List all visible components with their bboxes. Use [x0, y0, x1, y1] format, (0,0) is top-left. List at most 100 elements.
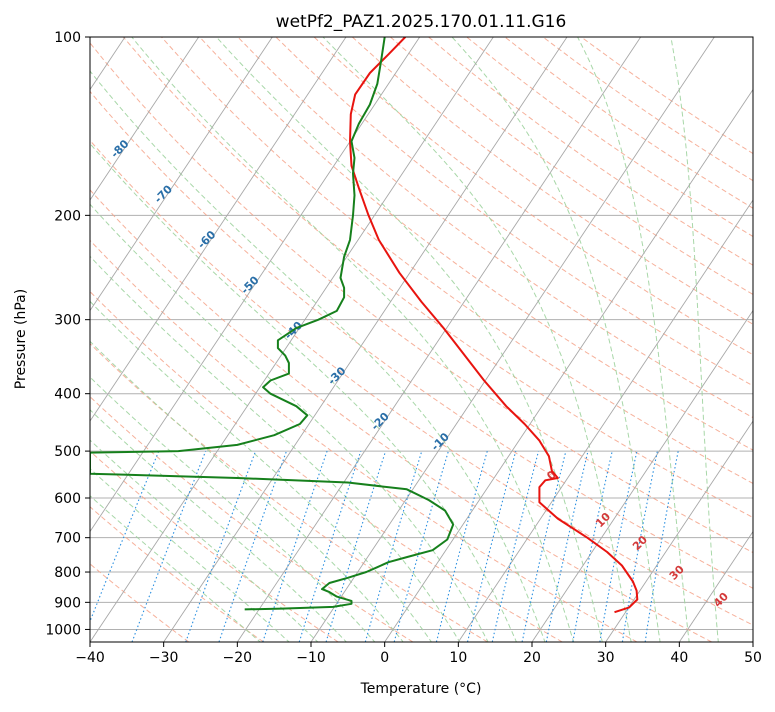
isotherm-label: -20 — [369, 410, 392, 433]
svg-text:2: 2 — [381, 0, 389, 3]
svg-text:0.2: 0.2 — [195, 0, 215, 3]
isotherm-line — [237, 37, 640, 642]
isotherm-label: -70 — [152, 182, 175, 205]
isotherm-line — [753, 37, 775, 642]
svg-text:3: 3 — [417, 0, 425, 3]
x-tick-label: 50 — [744, 650, 762, 666]
svg-text:0.4: 0.4 — [245, 0, 265, 3]
isotherm-line — [606, 37, 775, 642]
moist-adiabat-line — [0, 114, 348, 643]
dry-adiabat-line — [0, 37, 562, 642]
y-tick-label: 400 — [54, 387, 81, 403]
moist-adiabat-line — [671, 37, 719, 643]
y-tick-label: 800 — [54, 565, 81, 581]
mixing-ratio-line — [365, 451, 422, 642]
x-tick-label: 40 — [670, 650, 688, 666]
isotherm-line — [0, 37, 346, 642]
moist-adiabat-line — [0, 158, 290, 643]
moist-adiabat-label: 20 — [630, 533, 650, 553]
pressure-gridlines — [90, 37, 753, 629]
mixing-ratio-line — [522, 451, 566, 642]
x-tick-label: 0 — [380, 650, 389, 666]
isotherm-label: -50 — [238, 273, 261, 296]
moist-adiabat-line — [0, 73, 404, 643]
mixing-ratio-line — [468, 451, 516, 642]
x-tick-label: −10 — [296, 650, 326, 666]
moist-adiabat-line — [0, 174, 262, 644]
dry-adiabat-line — [162, 37, 775, 642]
plot-area: -100-90-80-70-60-50-40-30-20-100.10.20.4… — [0, 0, 775, 643]
chart-title: wetPf2_PAZ1.2025.170.01.11.G16 — [276, 12, 567, 32]
moist-adiabat-line — [578, 37, 690, 643]
mixing-ratio-line — [436, 451, 487, 642]
isotherm-label: -10 — [429, 430, 452, 453]
x-tick-label: 30 — [597, 650, 615, 666]
dry-adiabat-line — [390, 37, 775, 642]
mixing-ratio-line — [645, 451, 678, 642]
mixing-ratio-line — [573, 451, 612, 642]
y-tick-label: 1000 — [45, 622, 81, 638]
dry-adiabat-line — [123, 37, 775, 642]
moist-adiabat-line — [0, 94, 376, 643]
svg-text:10: 10 — [530, 0, 546, 3]
dewpoint-trace — [90, 37, 453, 609]
x-tick-label: −20 — [223, 650, 253, 666]
y-tick-label: 600 — [54, 491, 81, 507]
mixing-ratio-line — [82, 451, 159, 642]
mixing-ratio-line — [394, 451, 448, 642]
isotherm-label: -30 — [325, 364, 348, 387]
dry-adiabat-line — [0, 37, 488, 642]
sounding-traces — [90, 37, 637, 612]
dry-adiabats — [0, 37, 775, 642]
svg-text:0.1: 0.1 — [148, 0, 168, 3]
svg-text:6: 6 — [483, 0, 491, 3]
isotherm-label: -60 — [195, 228, 218, 251]
dry-adiabat-line — [581, 37, 775, 642]
isotherm-label: -100 — [18, 44, 47, 73]
moist-adiabat-line — [0, 37, 489, 643]
isotherm-line — [311, 37, 714, 642]
isotherm-line — [0, 37, 272, 642]
svg-text:1.5: 1.5 — [350, 0, 370, 3]
x-tick-label: 10 — [449, 650, 467, 666]
svg-text:36: 36 — [670, 0, 686, 3]
x-tick-label: −30 — [149, 650, 179, 666]
x-axis-ticks: −40 −30 −20 −10 0 10 20 30 40 50 — [75, 642, 762, 666]
svg-text:8: 8 — [511, 0, 519, 3]
moist-adiabat-label: 10 — [593, 510, 613, 530]
x-tick-label: 20 — [523, 650, 541, 666]
mixing-ratio-line — [492, 451, 538, 642]
moist-adiabat-line — [452, 37, 660, 643]
moist-adiabat-line — [216, 37, 602, 643]
svg-text:4: 4 — [444, 0, 452, 3]
svg-text:25: 25 — [629, 0, 644, 3]
moist-adiabat-label: 30 — [667, 563, 687, 583]
temperature-trace — [350, 37, 637, 612]
x-axis-label: Temperature (°C) — [360, 681, 482, 697]
isotherm-line — [164, 37, 567, 642]
moist-adiabat-line — [0, 141, 319, 643]
svg-text:16: 16 — [580, 0, 596, 3]
y-tick-label: 900 — [54, 595, 81, 611]
y-tick-label: 500 — [54, 444, 81, 460]
mixing-ratio-line — [132, 451, 206, 642]
x-tick-label: −40 — [75, 650, 105, 666]
y-tick-label: 200 — [54, 208, 81, 224]
moist-adiabat-line — [9, 37, 518, 643]
mixing-ratio-lines — [82, 451, 678, 642]
y-tick-label: 100 — [54, 30, 81, 46]
isotherms — [0, 37, 775, 642]
isotherm-label: -90 — [65, 92, 88, 115]
mixing-ratio-line — [326, 451, 386, 642]
svg-text:1: 1 — [322, 0, 330, 3]
svg-text:30: 30 — [649, 0, 665, 3]
y-tick-label: 700 — [54, 531, 81, 547]
isotherm-line — [0, 37, 199, 642]
svg-text:20: 20 — [604, 0, 620, 3]
svg-text:13: 13 — [558, 0, 573, 3]
svg-text:0.6: 0.6 — [276, 0, 296, 3]
isotherm-label: -80 — [108, 137, 131, 160]
